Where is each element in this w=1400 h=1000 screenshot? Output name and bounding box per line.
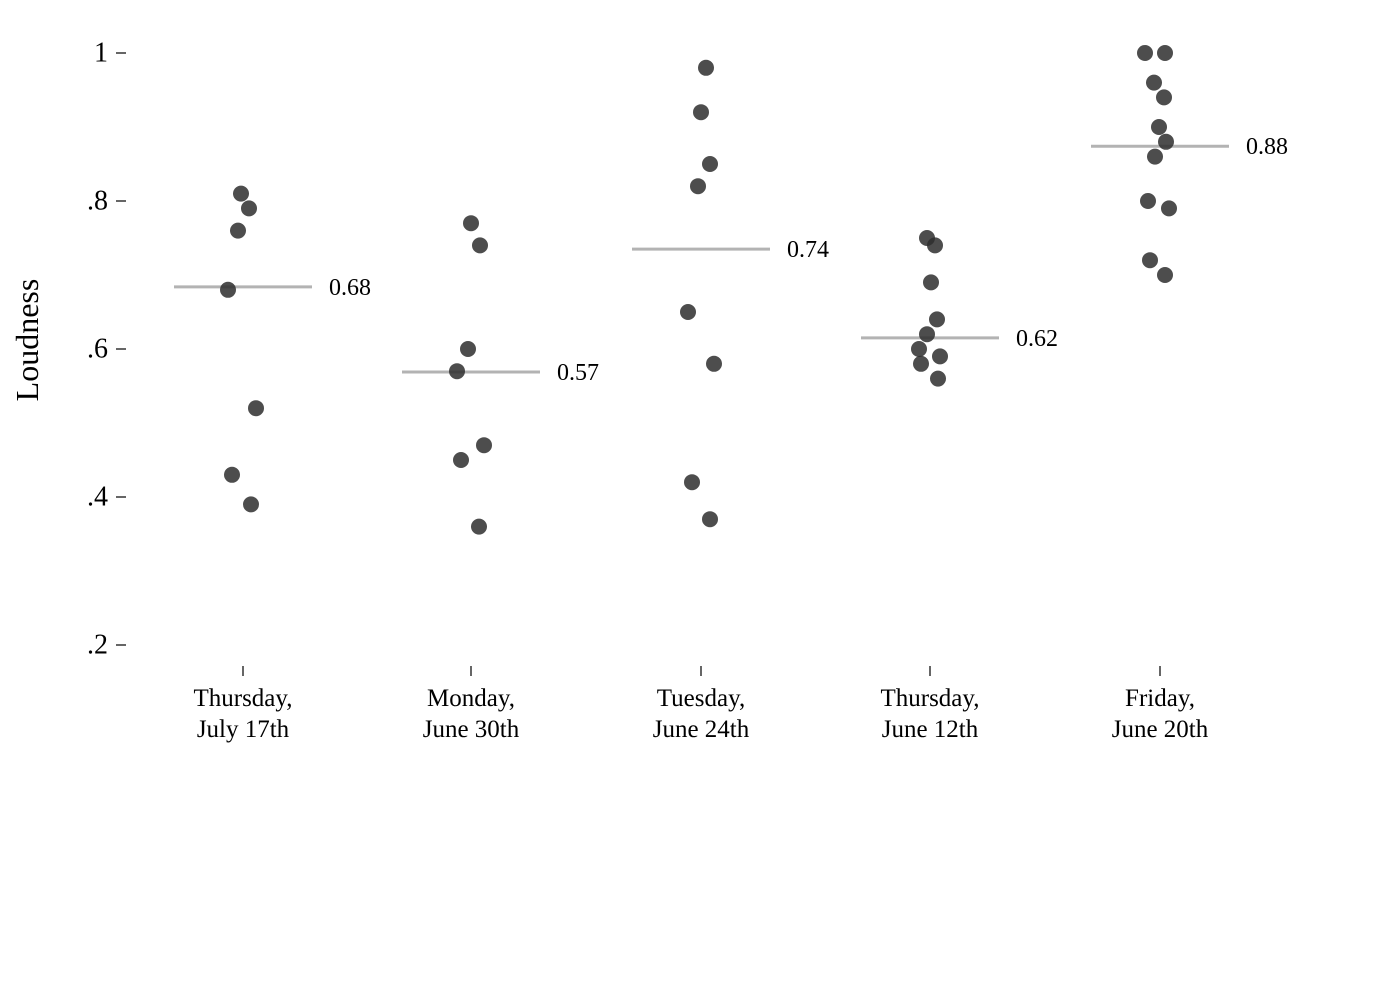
x-axis-category-label: Monday, June 30th xyxy=(423,685,520,743)
data-point xyxy=(460,341,476,357)
data-point xyxy=(449,363,465,380)
x-axis-category-label: Tuesday, June 24th xyxy=(653,685,750,743)
x-axis-category-label: Thursday, June 12th xyxy=(880,685,979,743)
group-mean-value-label: 0.88 xyxy=(1246,134,1288,160)
data-point xyxy=(923,274,939,291)
data-point xyxy=(233,185,249,202)
data-point xyxy=(690,178,706,195)
data-point xyxy=(702,156,718,172)
x-axis-category-label: Thursday, July 17th xyxy=(193,685,292,743)
y-axis-tick-label: 1 xyxy=(94,38,108,69)
data-point xyxy=(248,400,264,417)
data-point xyxy=(1151,119,1167,135)
y-axis-tick-label: .8 xyxy=(87,186,108,217)
x-axis-category-label-line: June 20th xyxy=(1112,716,1209,743)
x-axis-category-label-line: Friday, xyxy=(1125,685,1195,712)
x-axis-category-label-line: Tuesday, xyxy=(657,685,745,712)
y-axis-tick-label: .4 xyxy=(87,482,108,513)
data-point xyxy=(1147,148,1163,165)
data-point xyxy=(680,304,696,320)
x-axis-category-label-line: June 24th xyxy=(653,716,750,743)
data-point xyxy=(930,370,946,387)
data-point xyxy=(1157,267,1173,283)
data-point xyxy=(1158,133,1174,150)
x-axis-category-label: Friday, June 20th xyxy=(1112,685,1209,743)
data-point xyxy=(471,518,487,535)
chart-plot-area: 1 .8 .6 .4 .2 0.68 Thursday, July 17th 0.57 Monda… xyxy=(87,38,1288,744)
group-mean-value-label: 0.68 xyxy=(329,275,371,301)
group-mean-value-label: 0.57 xyxy=(557,360,599,386)
group-mean-value-label: 0.74 xyxy=(787,237,829,263)
data-point xyxy=(476,437,492,454)
data-point xyxy=(911,341,927,357)
x-axis-category-label-line: Thursday, xyxy=(880,685,979,712)
data-point xyxy=(220,281,236,298)
x-axis-category-label-line: June 12th xyxy=(882,716,979,743)
data-point xyxy=(684,474,700,491)
group-mean-value-label: 0.62 xyxy=(1016,326,1058,352)
x-axis-category-label-line: June 30th xyxy=(423,716,520,743)
data-point xyxy=(932,348,948,365)
data-point xyxy=(1137,45,1153,61)
y-axis-title: Loudness xyxy=(9,279,45,402)
x-axis-category-label-line: Thursday, xyxy=(193,685,292,712)
data-point xyxy=(1146,74,1162,91)
data-point xyxy=(693,104,709,121)
data-point xyxy=(929,311,945,328)
y-axis-tick-label: .2 xyxy=(87,630,108,661)
data-point xyxy=(230,222,246,239)
data-point xyxy=(241,200,257,217)
data-point xyxy=(927,237,943,254)
x-axis-category-label-line: July 17th xyxy=(197,716,290,743)
data-point xyxy=(1156,89,1172,106)
data-point xyxy=(463,215,479,232)
data-point xyxy=(698,59,714,76)
y-axis-tick-label: .6 xyxy=(87,334,108,365)
data-point xyxy=(1140,193,1156,209)
data-point xyxy=(919,326,935,343)
data-point xyxy=(453,452,469,468)
data-point xyxy=(913,355,929,372)
data-point xyxy=(224,466,240,483)
data-point xyxy=(1142,252,1158,269)
data-point xyxy=(702,511,718,528)
data-point xyxy=(472,237,488,254)
data-point xyxy=(1161,200,1177,217)
data-point xyxy=(706,355,722,372)
data-point xyxy=(1157,45,1173,61)
x-axis-category-label-line: Monday, xyxy=(427,685,515,712)
data-point xyxy=(243,496,259,513)
